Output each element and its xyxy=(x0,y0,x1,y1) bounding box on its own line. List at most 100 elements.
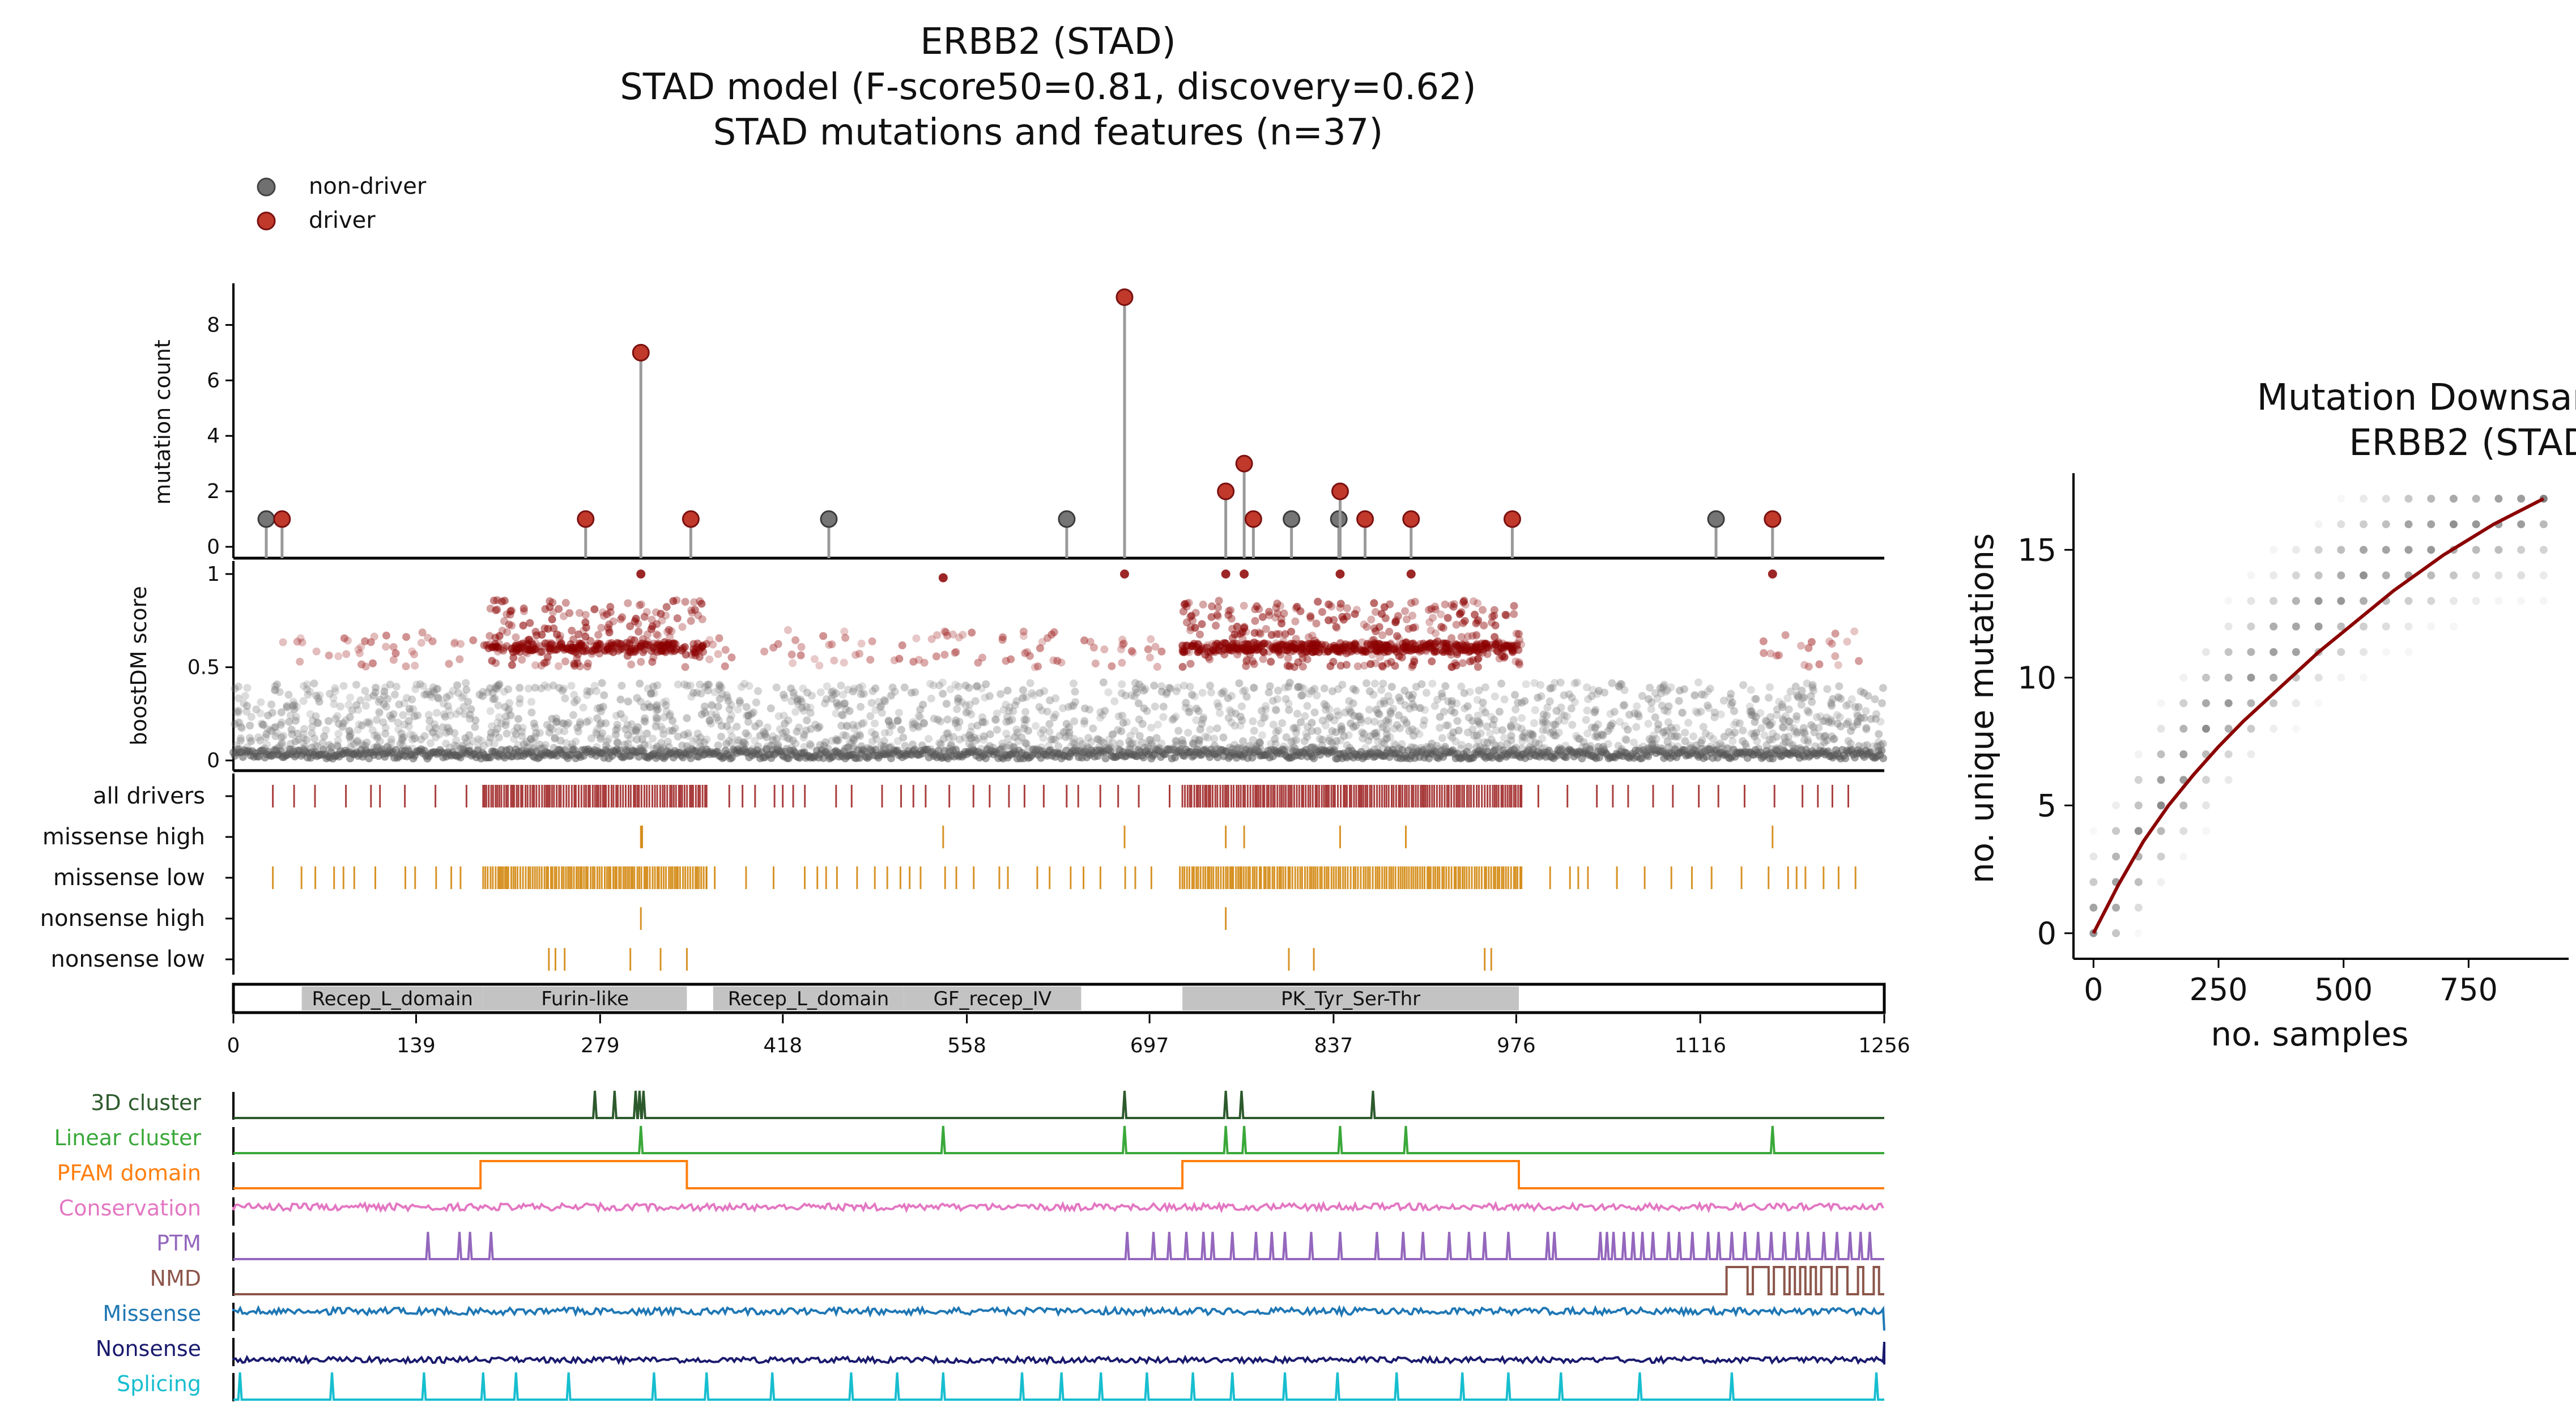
boostdm-point-non-driver xyxy=(985,692,994,700)
boostdm-point-non-driver xyxy=(1003,686,1012,695)
boostdm-point-non-driver xyxy=(234,707,242,715)
boostdm-point-non-driver xyxy=(234,694,242,703)
boostdm-point-non-driver xyxy=(537,684,546,692)
boostdm-point-non-driver xyxy=(652,706,661,715)
boostdm-point-driver xyxy=(1191,609,1200,617)
boostdm-point-driver xyxy=(649,653,658,662)
boostdm-point-non-driver xyxy=(1672,732,1681,741)
boostdm-point-driver xyxy=(1209,646,1217,654)
boostdm-point-non-driver xyxy=(1256,745,1264,753)
boostdm-point-non-driver xyxy=(1827,702,1836,710)
boostdm-point-non-driver xyxy=(425,717,434,725)
boostdm-point-non-driver xyxy=(1345,697,1353,705)
boostdm-point-driver xyxy=(1432,629,1440,637)
boostdm-point-driver xyxy=(1186,660,1195,668)
boostdm-point-driver xyxy=(1294,658,1302,666)
boostdm-point-non-driver xyxy=(236,737,245,745)
boostdm-point-non-driver xyxy=(1259,713,1268,722)
boostdm-point-non-driver xyxy=(1547,729,1555,737)
boostdm-point-non-driver xyxy=(572,737,580,746)
boostdm-point-non-driver xyxy=(392,682,401,691)
boostdm-point-non-driver xyxy=(759,728,768,736)
boostdm-point-non-driver xyxy=(342,716,350,725)
boostdm-point-non-driver xyxy=(735,696,744,705)
boostdm-point-driver xyxy=(624,599,632,607)
boostdm-point-non-driver xyxy=(1536,681,1545,689)
boostdm-point-non-driver xyxy=(1761,716,1770,725)
boostdm-point-non-driver xyxy=(876,703,884,712)
boostdm-point-driver xyxy=(1807,637,1816,646)
boostdm-point-driver xyxy=(1466,657,1474,666)
boostdm-point-non-driver xyxy=(1568,721,1577,729)
boostdm-point-non-driver xyxy=(1409,732,1417,740)
boostdm-point-non-driver xyxy=(1216,709,1224,717)
boostdm-point-non-driver xyxy=(755,719,764,728)
boostdm-point-non-driver xyxy=(1650,731,1658,739)
boostdm-point-non-driver xyxy=(780,733,788,741)
boostdm-point-driver xyxy=(1428,657,1436,666)
boostdm-point-non-driver xyxy=(1383,730,1391,738)
feature-label: PTM xyxy=(156,1231,201,1256)
boostdm-point-non-driver xyxy=(952,716,960,725)
boostdm-point-non-driver xyxy=(1236,712,1245,721)
boostdm-point-non-driver xyxy=(598,729,607,737)
boostdm-point-non-driver xyxy=(1301,712,1309,720)
boostdm-point-non-driver xyxy=(1474,717,1482,725)
boostdm-point-non-driver xyxy=(491,694,499,703)
boostdm-point-non-driver xyxy=(303,680,312,688)
boostdm-point-non-driver xyxy=(488,688,497,697)
boostdm-point-non-driver xyxy=(891,687,899,696)
boostdm-point-driver xyxy=(355,649,364,657)
boostdm-point-non-driver xyxy=(918,741,926,750)
boostdm-point-non-driver xyxy=(1006,741,1014,750)
boostdm-point-non-driver xyxy=(723,694,732,702)
boostdm-point-driver xyxy=(1296,607,1305,615)
boostdm-point-non-driver xyxy=(1393,721,1402,729)
lollipop-y-tick-label: 6 xyxy=(207,369,220,392)
boostdm-point-non-driver xyxy=(1234,743,1242,752)
boostdm-point-driver xyxy=(974,658,982,667)
boostdm-point-non-driver xyxy=(640,741,649,749)
boostdm-point-non-driver xyxy=(621,740,629,749)
boostdm-point-driver xyxy=(636,641,645,650)
boostdm-point-non-driver xyxy=(1002,729,1011,738)
boostdm-point-non-driver xyxy=(1130,692,1139,701)
boostdm-point-non-driver xyxy=(806,740,814,749)
boostdm-point-non-driver xyxy=(1538,745,1547,753)
boostdm-point-driver xyxy=(1396,646,1404,654)
boostdm-point-non-driver xyxy=(518,732,526,741)
boostdm-point-driver xyxy=(1409,639,1417,648)
boostdm-point-non-driver xyxy=(598,679,606,687)
boostdm-point-driver xyxy=(1815,660,1824,669)
boostdm-point-non-driver xyxy=(1723,744,1732,753)
boostdm-point-driver xyxy=(595,645,603,653)
boostdm-point-non-driver xyxy=(802,726,810,735)
boostdm-point-non-driver xyxy=(314,719,322,728)
boostdm-point-non-driver xyxy=(1797,700,1806,709)
boostdm-point-driver xyxy=(1182,641,1190,650)
boostdm-point-driver xyxy=(1242,647,1251,655)
boostdm-point-non-driver xyxy=(300,682,308,690)
boostdm-point-non-driver xyxy=(1549,728,1557,736)
domain-box xyxy=(713,987,904,1010)
boostdm-point-driver xyxy=(1253,602,1261,610)
boostdm-point-non-driver xyxy=(1083,743,1092,751)
boostdm-point-driver xyxy=(546,603,554,611)
boostdm-point-non-driver xyxy=(1473,696,1481,704)
boostdm-point-driver xyxy=(1034,662,1042,671)
boostdm-point-non-driver xyxy=(943,729,952,738)
boostdm-point-non-driver xyxy=(1606,721,1615,730)
boostdm-point-non-driver xyxy=(776,725,784,733)
boostdm-point-non-driver xyxy=(1258,707,1266,715)
boostdm-point-non-driver xyxy=(1438,692,1446,701)
boostdm-point-driver xyxy=(1346,641,1355,650)
boostdm-point-non-driver xyxy=(1285,679,1294,687)
boostdm-point-driver xyxy=(1774,651,1783,660)
boostdm-point-non-driver xyxy=(1169,744,1177,753)
boostdm-point-non-driver xyxy=(1411,744,1420,753)
boostdm-point-non-driver xyxy=(1386,698,1394,706)
boostdm-point-non-driver xyxy=(427,693,436,702)
boostdm-point-non-driver xyxy=(1765,694,1773,702)
lollipop-head-driver xyxy=(577,510,595,528)
